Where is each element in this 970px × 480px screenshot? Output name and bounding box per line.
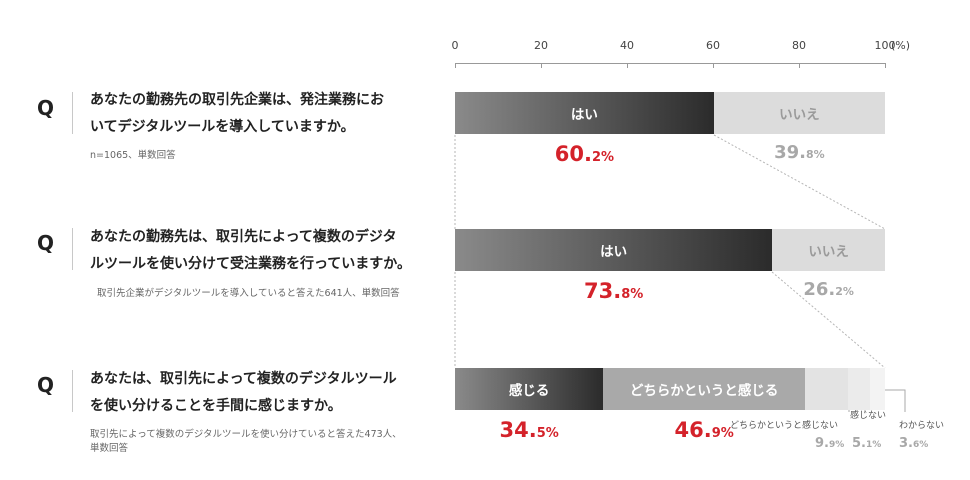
- question-divider-1: [72, 92, 73, 134]
- value-dec: 8%: [621, 287, 644, 302]
- question-text-2: あなたの勤務先は、取引先によって複数のデジタ ルツールを使い分けて受注業務を行っ…: [90, 224, 435, 278]
- question-text-3: あなたは、取引先によって複数のデジタルツール を使い分けることを手間に感じますか…: [90, 366, 435, 420]
- question-marker-3: Q: [37, 373, 55, 397]
- bar-3-segment-5: [869, 368, 885, 410]
- value-dec: 9%: [828, 440, 845, 450]
- value-dec: 6%: [912, 440, 929, 450]
- value-dochiraka-kanjinai: 9.9%: [815, 432, 844, 451]
- bar-3-value-1: 34.5%: [500, 418, 559, 442]
- value-int: 9.: [815, 436, 829, 451]
- connector-right-2: [771, 271, 886, 369]
- x-tick-label: 0: [451, 39, 459, 52]
- segment-label: いいえ: [779, 107, 820, 123]
- bar-1-segment-2: いいえ: [713, 92, 885, 134]
- segment-label: はい: [570, 107, 598, 123]
- segment-label: はい: [600, 244, 628, 260]
- bar-2-segment-1: はい: [455, 229, 773, 271]
- label-wakaranai: わからない: [899, 421, 945, 431]
- question-divider-3: [72, 370, 73, 412]
- value-dec: 8%: [806, 148, 825, 161]
- question-marker-1: Q: [37, 96, 55, 120]
- question-3-line-1: あなたは、取引先によって複数のデジタルツール: [90, 371, 397, 387]
- x-tick-label: 100: [874, 39, 896, 52]
- question-2-line-2: ルツールを使い分けて受注業務を行っていますか。: [90, 256, 412, 272]
- connector-right-1: [713, 134, 886, 230]
- segment-label: 感じる: [508, 383, 550, 399]
- bar-2-value-2: 26.2%: [803, 279, 854, 300]
- x-tick-mark: [799, 63, 800, 68]
- leader-wakaranai: [878, 389, 906, 412]
- bar-3-segment-4: [847, 368, 870, 410]
- question-1-note: n=1065、単数回答: [90, 150, 176, 161]
- x-axis-unit: (%): [891, 39, 911, 52]
- question-text-1: あなたの勤務先の取引先企業は、発注業務にお いてデジタルツールを導入していますか…: [90, 87, 435, 141]
- label-kanjinai: 感じない: [850, 411, 887, 421]
- bar-1-value-2: 39.8%: [774, 142, 825, 163]
- bar-3-segment-1: 感じる: [455, 368, 604, 410]
- value-int: 46.: [674, 418, 712, 442]
- question-3-note-line-1: 取引先によって複数のデジタルツールを使い分けていると答えた473人、: [90, 429, 402, 440]
- value-dec: 5%: [536, 426, 559, 441]
- question-1-line-2: いてデジタルツールを導入していますか。: [90, 119, 355, 135]
- value-int: 39.: [774, 142, 807, 163]
- bar-1-segment-1: はい: [455, 92, 714, 134]
- x-tick-label: 80: [792, 39, 806, 52]
- value-int: 5.: [852, 436, 866, 451]
- question-marker-2: Q: [37, 231, 55, 255]
- question-1-line-1: あなたの勤務先の取引先企業は、発注業務にお: [90, 92, 384, 108]
- bar-2-value-1: 73.8%: [584, 279, 643, 303]
- question-3-line-2: を使い分けることを手間に感じますか。: [90, 398, 342, 414]
- value-int: 60.: [554, 142, 592, 166]
- value-wakaranai: 3.6%: [899, 432, 928, 451]
- bar-3-segment-3: [805, 368, 848, 410]
- question-3-note-line-2: 単数回答: [90, 443, 129, 454]
- x-tick-mark: [455, 63, 456, 68]
- bar-2-segment-2: いいえ: [772, 229, 885, 271]
- value-int: 34.: [499, 418, 537, 442]
- value-dec: 1%: [865, 440, 882, 450]
- value-int: 3.: [899, 436, 913, 451]
- question-2-line-1: あなたの勤務先は、取引先によって複数のデジタ: [90, 229, 397, 245]
- x-tick-label: 20: [534, 39, 548, 52]
- x-tick-mark: [627, 63, 628, 68]
- question-divider-2: [72, 228, 73, 270]
- bar-1-value-1: 60.2%: [555, 142, 614, 166]
- segment-label: どちらかというと感じる: [629, 383, 779, 399]
- value-int: 26.: [803, 279, 836, 300]
- value-dec: 2%: [835, 285, 854, 298]
- label-dochiraka-kanjinai: どちらかというと感じない: [730, 421, 839, 431]
- x-axis-line: [455, 63, 885, 64]
- value-dec: 2%: [591, 150, 615, 165]
- value-int: 73.: [584, 279, 622, 303]
- x-tick-mark: [541, 63, 542, 68]
- bar-3-segment-2: どちらかというと感じる: [603, 368, 805, 410]
- x-tick-mark: [885, 63, 886, 68]
- x-tick-label: 60: [706, 39, 720, 52]
- value-kanjinai: 5.1%: [852, 432, 881, 451]
- question-3-note: 取引先によって複数のデジタルツールを使い分けていると答えた473人、 単数回答: [90, 428, 402, 456]
- segment-label: いいえ: [808, 244, 849, 260]
- question-2-note: 取引先企業がデジタルツールを導入していると答えた641人、単数回答: [97, 288, 400, 299]
- x-tick-mark: [713, 63, 714, 68]
- value-dec: 9%: [711, 426, 734, 441]
- bar-3-value-2: 46.9%: [675, 418, 734, 442]
- x-tick-label: 40: [620, 39, 634, 52]
